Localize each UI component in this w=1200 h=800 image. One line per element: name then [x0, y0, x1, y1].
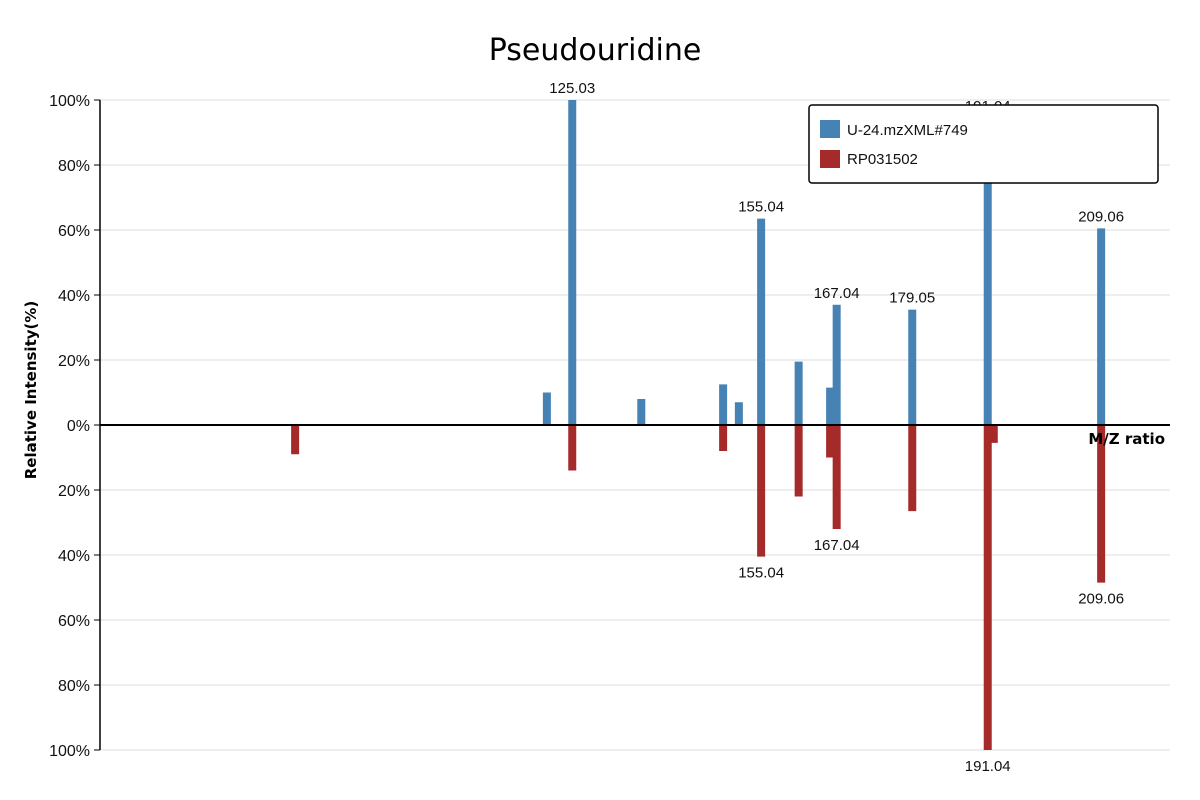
- y-tick-label: 100%: [49, 743, 90, 760]
- peak-bar-reference: [826, 425, 835, 458]
- peak-bar-reference: [568, 425, 577, 471]
- legend-swatch-series-1: [820, 120, 840, 138]
- peak-bar-sample: [794, 361, 803, 425]
- peak-bar-sample: [542, 392, 551, 425]
- peak-bar-reference: [757, 425, 766, 557]
- peak-label: 167.04: [814, 285, 860, 302]
- y-tick-label: 80%: [58, 158, 90, 175]
- peak-bar-reference: [1097, 425, 1106, 583]
- peak-bar-sample: [568, 100, 577, 425]
- y-tick-label: 100%: [49, 93, 90, 110]
- y-axis-ticks: 100% 80% 60% 40% 20% 0% 20% 40% 60% 80% 100%: [49, 93, 100, 760]
- legend-box: [808, 104, 1159, 184]
- peak-bar-sample: [832, 304, 841, 425]
- peak-bar-sample: [826, 387, 835, 425]
- y-tick-label: 60%: [58, 613, 90, 630]
- peak-bar-reference: [719, 425, 728, 451]
- legend-swatch-series-2: [820, 150, 840, 168]
- peak-bar-reference: [908, 425, 917, 512]
- peak-bar-reference: [832, 425, 841, 529]
- peak-bar-sample: [1097, 228, 1106, 425]
- peak-bar-sample: [908, 309, 917, 425]
- chart-title: Pseudouridine: [489, 33, 702, 68]
- peak-label: 125.03: [549, 80, 595, 97]
- y-tick-label: 40%: [58, 288, 90, 305]
- peak-bar-reference: [983, 425, 992, 750]
- y-tick-label: 40%: [58, 548, 90, 565]
- legend: U-24.mzXML#749 RP031502: [808, 104, 1159, 184]
- peak-bar-sample: [637, 399, 646, 425]
- peak-bars: [291, 100, 1106, 750]
- peak-label: 155.04: [738, 565, 784, 582]
- legend-label-series-2: RP031502: [847, 151, 918, 168]
- peak-label: 191.04: [965, 758, 1011, 775]
- legend-label-series-1: U-24.mzXML#749: [847, 122, 968, 139]
- peak-bar-reference: [291, 425, 300, 455]
- peak-bar-sample: [757, 218, 766, 425]
- y-tick-label: 20%: [58, 353, 90, 370]
- peak-label: 167.04: [814, 537, 860, 554]
- peak-label: 155.04: [738, 199, 784, 216]
- y-tick-label: 80%: [58, 678, 90, 695]
- peak-bar-reference: [794, 425, 803, 497]
- x-axis-title: M/Z ratio: [1088, 430, 1165, 448]
- y-tick-label: 60%: [58, 223, 90, 240]
- peak-bar-reference: [989, 425, 998, 443]
- y-tick-label: 0%: [67, 418, 90, 435]
- peak-label: 209.06: [1078, 591, 1124, 608]
- y-axis-title: Relative Intensity(%): [22, 301, 40, 480]
- y-tick-label: 20%: [58, 483, 90, 500]
- peak-label: 179.05: [889, 290, 935, 307]
- peak-labels: 125.03 155.04 167.04 179.05 191.04 209.06 155.…: [549, 80, 1124, 775]
- peak-bar-sample: [719, 384, 728, 425]
- peak-label: 209.06: [1078, 208, 1124, 225]
- peak-bar-sample: [983, 117, 992, 425]
- peak-bar-sample: [734, 402, 743, 425]
